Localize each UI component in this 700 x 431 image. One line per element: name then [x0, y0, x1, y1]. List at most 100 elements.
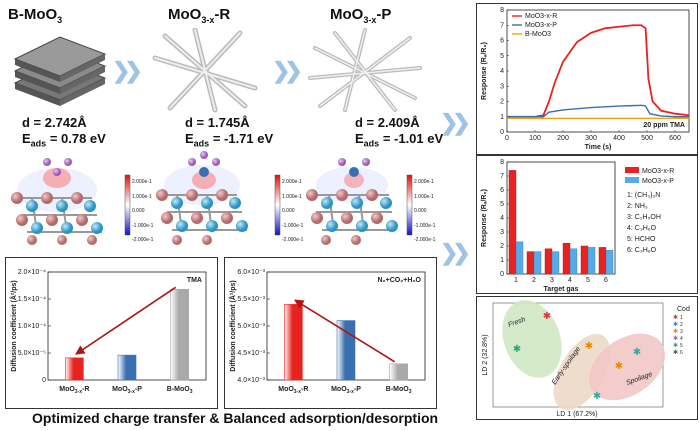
legend-swatch — [625, 167, 639, 173]
y-tick-label: 0 — [42, 377, 46, 384]
y-axis-label: Response (Rₐ/R₉) — [481, 189, 488, 247]
y-axis-label: Diffusion coefficient (Å²/ps) — [228, 280, 237, 371]
legend-label: 2 — [680, 322, 683, 328]
eads-symbol: E — [185, 131, 194, 146]
x-axis-label: Target gas — [544, 286, 579, 293]
colorbar-tick: -1.000e-1 — [132, 222, 154, 229]
diffusion-chart-mix-panel: 4.0×10⁻³ 4.5×10⁻³ 5.0×10⁻³ 5.5×10⁻³ 6.0×10⁻³… — [224, 257, 437, 409]
eads-symbol: E — [22, 131, 31, 146]
legend-label: 5 — [680, 343, 683, 349]
bar — [515, 241, 524, 275]
colorbar-tick: 2.000e-1 — [282, 179, 302, 185]
series-line — [507, 24, 690, 118]
x-tick-label: 100 — [529, 135, 541, 142]
colorbar-tick: -1.000e-1 — [282, 222, 304, 229]
gas-list-item: 2: NH₃ — [627, 203, 648, 210]
x-tick-label: 2 — [532, 277, 536, 284]
eads-subscript: ads — [363, 138, 380, 149]
y-tick-label: 2 — [500, 99, 504, 106]
colorbar-tick: 2.000e-1 — [132, 179, 152, 185]
response-time-panel: 0 1 2 3 4 5 6 7 8 0 100 200 300 400 500 600 Time (s) Resp… — [476, 3, 698, 155]
selectivity-panel: 0 1 2 3 4 5 6 7 8 Target gas Response (Rₐ/R₉) 1 2 3 4 5… — [476, 155, 698, 294]
bar — [569, 248, 578, 275]
chevron-right-icon: ❯❯ — [440, 110, 471, 135]
y-tick-label: 6 — [500, 187, 504, 194]
y-tick-label: 4 — [500, 68, 504, 75]
legend-label: 3 — [680, 329, 683, 335]
x-tick-label: 400 — [613, 135, 625, 142]
y-axis-label: Response (Rₐ/R₉) — [481, 42, 488, 100]
colorbar-tick: 1.000e-1 — [132, 193, 152, 200]
x-axis-label: LD 1 (67.2%) — [556, 411, 597, 418]
y-tick-label: 6.0×10⁻³ — [237, 269, 265, 276]
y-tick-label: 2.0×10⁻⁴ — [18, 269, 46, 276]
gas-list-item: 4: C₃H₆O — [627, 225, 657, 232]
diffusion-chart-mix: 4.0×10⁻³ 4.5×10⁻³ 5.0×10⁻³ 5.5×10⁻³ 6.0×10⁻³… — [228, 269, 426, 395]
legend-label: B-MoO3 — [525, 31, 551, 38]
x-tick-label: MoO3-x-P — [331, 386, 361, 395]
y-tick-label: 1 — [500, 257, 504, 264]
x-tick-label: 0 — [505, 135, 509, 142]
y-tick-label: 5 — [500, 53, 504, 60]
bar — [598, 247, 607, 275]
x-axis-label: Time (s) — [585, 144, 612, 151]
y-tick-label: 7 — [500, 173, 504, 180]
moo3-r-name: MoO — [168, 6, 202, 23]
x-tick-label: 200 — [557, 135, 569, 142]
y-tick-label: 8 — [500, 7, 504, 14]
bar — [389, 363, 408, 381]
data-point-star-icon: ✱ — [615, 361, 623, 372]
b-moo3-title: B-MoO3 — [8, 6, 62, 25]
trend-arrow — [75, 286, 177, 355]
legend-star-icon: ✱ — [673, 314, 678, 321]
charge-density-colorbar — [406, 174, 413, 236]
b-moo3-distance: d = 2.742Å — [22, 115, 87, 130]
y-tick-label: 4.5×10⁻³ — [237, 350, 265, 357]
b-moo3-eads-value: = 0.78 eV — [49, 131, 106, 146]
legend-label: 1 — [680, 315, 683, 321]
legend-star-icon: ✱ — [673, 335, 678, 342]
y-tick-label: 0 — [500, 271, 504, 278]
y-tick-label: 2 — [500, 243, 504, 250]
diffusion-chart-tma-panel: 0 5.0×10⁻⁵ 1.0×10⁻⁴ 1.5×10⁻⁴ 2.0×10⁻⁴ Diffusi… — [5, 257, 218, 409]
x-tick-label: 300 — [585, 135, 597, 142]
y-tick-label: 1.0×10⁻⁴ — [18, 323, 46, 330]
eads-subscript: ads — [30, 138, 47, 149]
diffusion-chart-tma: 0 5.0×10⁻⁵ 1.0×10⁻⁴ 1.5×10⁻⁴ 2.0×10⁻⁴Diffusi… — [9, 269, 207, 395]
colorbar-ticks-1: 2.000e-1 1.000e-1 0.000 -1.000e-1 -2.000… — [132, 175, 153, 248]
y-tick-label: 8 — [500, 159, 504, 166]
y-tick-label: 3 — [500, 229, 504, 236]
b-moo3-eads: Eads = 0.78 eV — [22, 131, 106, 149]
legend-label: MoO3-x-P — [642, 178, 674, 185]
moo3-p-eads: Eads = -1.01 eV — [355, 131, 443, 149]
colorbar-tick: -1.000e-1 — [414, 222, 436, 229]
cluster-ellipse — [502, 300, 562, 378]
chevron-right-icon: ❯❯ — [440, 240, 471, 265]
colorbar-tick: 0.000 — [282, 208, 295, 214]
colorbar-tick: 0.000 — [132, 208, 145, 214]
moo3-r-eads-value: = -1.71 eV — [212, 131, 274, 146]
gas-list-item: 3: C₂H₅OH — [627, 214, 661, 221]
colorbar-tick: -2.000e-1 — [132, 237, 154, 243]
legend-star-icon: ✱ — [673, 321, 678, 328]
moo3-p-name: MoO — [330, 6, 364, 23]
bar — [65, 357, 84, 381]
colorbar-tick: 0.000 — [414, 208, 427, 214]
bar — [544, 248, 553, 275]
y-axis-label: LD 2 (32.8%) — [482, 334, 489, 375]
bar — [284, 304, 303, 381]
cluster-ellipse — [553, 334, 611, 410]
plot-frame — [506, 161, 616, 275]
y-tick-label: 6 — [500, 38, 504, 45]
bar — [605, 249, 614, 275]
bar — [170, 288, 189, 381]
y-tick-label: 5.5×10⁻³ — [237, 296, 265, 303]
moo3-r-suffix: -R — [214, 6, 231, 23]
chart-annotation: 20 ppm TMA — [643, 122, 685, 129]
legend-swatch — [625, 177, 639, 183]
x-tick-label: 3 — [550, 277, 554, 284]
charge-density-colorbar — [274, 174, 281, 236]
y-tick-label: 3 — [500, 83, 504, 90]
moo3-p-eads-value: = -1.01 eV — [382, 131, 444, 146]
moo3-p-rods-illustration — [308, 28, 422, 112]
